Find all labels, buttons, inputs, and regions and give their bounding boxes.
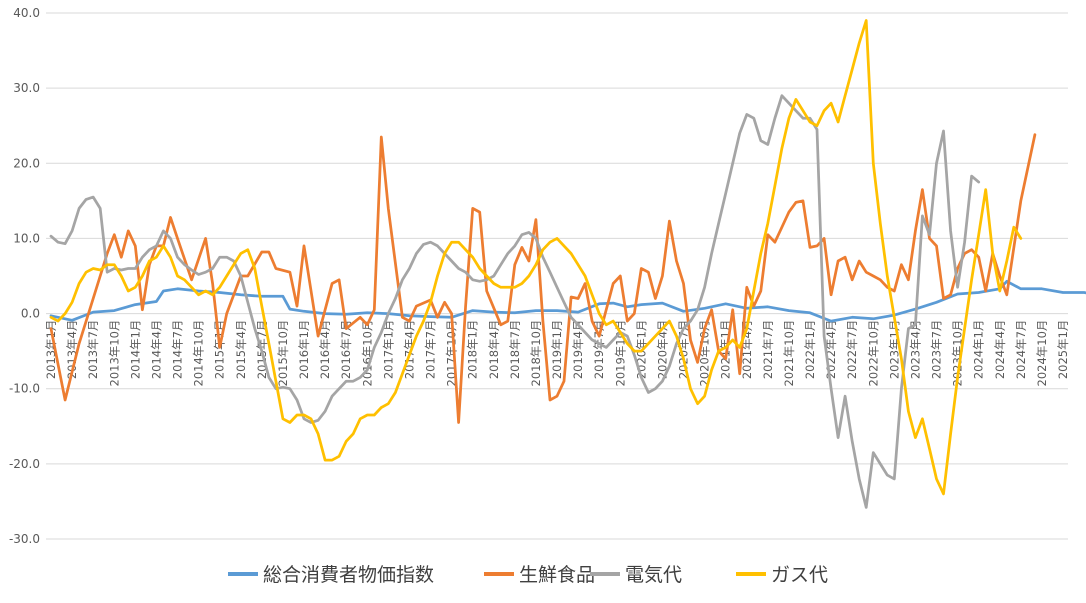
x-tick-label: 2014年10月 xyxy=(192,320,206,387)
x-tick-label: 2021年10月 xyxy=(782,320,796,387)
x-tick-label: 2013年1月 xyxy=(44,320,58,380)
series-line-2 xyxy=(49,94,981,509)
x-tick-label: 2015年10月 xyxy=(276,320,290,387)
legend-label: 電気代 xyxy=(625,564,682,586)
x-tick-label: 2018年7月 xyxy=(508,320,522,380)
x-tick-label: 2014年7月 xyxy=(171,320,185,380)
x-tick-label: 2019年10月 xyxy=(613,320,627,387)
x-tick-label: 2024年10月 xyxy=(1035,320,1049,387)
x-tick-label: 2016年7月 xyxy=(339,320,353,380)
x-tick-label: 2017年1月 xyxy=(381,320,395,380)
x-tick-label: 2014年1月 xyxy=(128,320,142,380)
x-tick-label: 2018年1月 xyxy=(466,320,480,380)
x-tick-label: 2016年10月 xyxy=(360,320,374,387)
x-tick-label: 2019年4月 xyxy=(571,320,585,380)
gridlines xyxy=(46,12,1068,540)
x-tick-label: 2022年7月 xyxy=(845,320,859,380)
x-tick-label: 2016年4月 xyxy=(318,320,332,380)
x-tick-label: 2013年10月 xyxy=(107,320,121,387)
x-tick-label: 2024年1月 xyxy=(972,320,986,380)
x-tick-label: 2018年10月 xyxy=(529,320,543,387)
legend-label: 総合消費者物価指数 xyxy=(263,564,434,586)
x-tick-label: 2020年4月 xyxy=(655,320,669,380)
x-tick-label: 2019年7月 xyxy=(592,320,606,380)
y-tick-label: 10.0 xyxy=(13,231,40,245)
y-tick-label: 40.0 xyxy=(13,6,40,20)
x-tick-label: 2019年1月 xyxy=(550,320,564,380)
y-tick-label: 30.0 xyxy=(13,81,40,95)
x-tick-label: 2023年10月 xyxy=(951,320,965,387)
x-tick-label: 2022年10月 xyxy=(866,320,880,387)
x-tick-label: 2024年4月 xyxy=(993,320,1007,380)
legend: 総合消費者物価指数 生鮮食品 電気代 ガス代 xyxy=(228,564,828,586)
x-tick-label: 2021年7月 xyxy=(761,320,775,380)
x-tick-label: 2023年4月 xyxy=(908,320,922,380)
y-tick-label: -10.0 xyxy=(9,382,40,396)
y-axis-ticks: -30.0 -20.0 -10.0 0.0 10.0 20.0 30.0 40.0 xyxy=(9,6,40,546)
series-line-3 xyxy=(49,19,1023,496)
x-tick-label: 2025年1月 xyxy=(1056,320,1070,380)
legend-label: ガス代 xyxy=(771,564,828,586)
x-tick-label: 2022年1月 xyxy=(803,320,817,380)
x-tick-label: 2013年4月 xyxy=(65,320,79,380)
x-tick-label: 2017年7月 xyxy=(424,320,438,380)
series-lines xyxy=(49,19,1086,509)
x-tick-label: 2015年4月 xyxy=(234,320,248,380)
x-tick-label: 2023年7月 xyxy=(930,320,944,380)
y-tick-label: 20.0 xyxy=(13,156,40,170)
x-tick-label: 2016年1月 xyxy=(297,320,311,380)
y-tick-label: -20.0 xyxy=(9,457,40,471)
x-tick-label: 2020年10月 xyxy=(698,320,712,387)
x-tick-label: 2024年7月 xyxy=(1014,320,1028,380)
x-tick-label: 2014年4月 xyxy=(149,320,163,380)
legend-label: 生鮮食品 xyxy=(519,564,595,586)
x-axis-ticks: 2013年1月 2013年4月 2013年7月 2013年10月 2014年1月 2014… xyxy=(44,320,1070,387)
y-tick-label: -30.0 xyxy=(9,532,40,546)
y-tick-label: 0.0 xyxy=(21,307,40,321)
x-tick-label: 2018年4月 xyxy=(487,320,501,380)
x-tick-label: 2013年7月 xyxy=(86,320,100,380)
series-line-1 xyxy=(49,133,1037,424)
